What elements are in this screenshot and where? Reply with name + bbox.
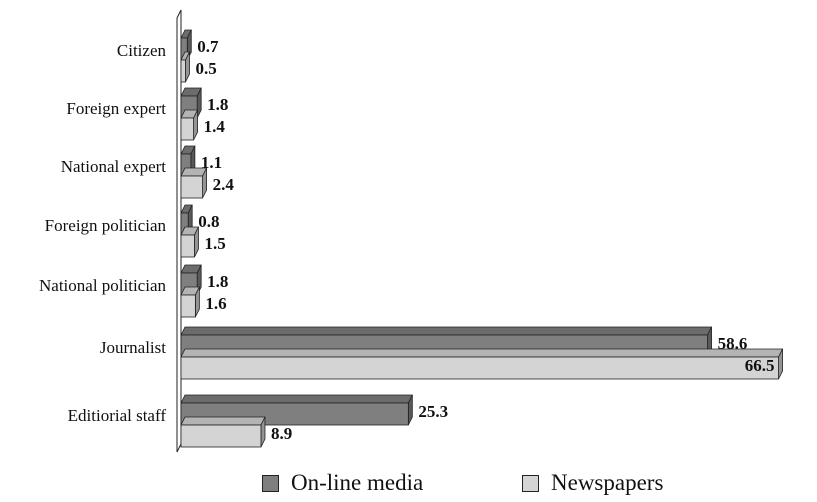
axis-wall [176,9,182,453]
legend-label-online-media: On-line media [291,470,424,495]
value-label-on-line-media-editiorial-staff: 25.3 [418,402,448,421]
legend-item-online-media: On-line media [262,470,423,496]
bar-chart: Citizen 0.7 0.5 Foreign expert 1.8 1.4 Nationa… [39,9,784,453]
bar-front-newspapers-citizen [180,59,186,83]
category-label-national-politician: National politician [39,276,166,295]
value-label-newspapers-foreign-politician: 1.5 [204,234,225,253]
value-label-on-line-media-citizen: 0.7 [197,37,219,56]
bar-top-newspapers-journalist [180,348,784,358]
value-label-on-line-media-national-politician: 1.8 [207,272,228,291]
bar-front-newspapers-editiorial-staff [180,424,262,448]
bar-front-newspapers-foreign-expert [180,117,194,141]
value-label-newspapers-foreign-expert: 1.4 [204,117,226,136]
bar-newspapers-editiorial-staff [180,416,266,448]
bar-front-newspapers-national-politician [180,294,196,318]
bar-front-newspapers-journalist [180,356,779,380]
bar-top-newspapers-editiorial-staff [180,416,266,426]
category-label-foreign-politician: Foreign politician [45,216,167,235]
bar-newspapers-national-politician [180,286,201,318]
bar-newspapers-national-expert [180,167,208,199]
bar-top-on-line-media-editiorial-staff [180,394,413,404]
chart-bars [180,29,784,448]
legend-label-newspapers: Newspapers [551,470,664,495]
bar-front-newspapers-foreign-politician [180,234,195,258]
bar-newspapers-journalist [180,348,784,380]
chart-axis [176,9,182,453]
category-label-journalist: Journalist [100,338,166,357]
legend-swatch-newspapers [522,474,539,492]
value-label-newspapers-editiorial-staff: 8.9 [271,424,292,443]
value-label-on-line-media-foreign-expert: 1.8 [207,95,228,114]
bar-front-newspapers-national-expert [180,175,203,199]
value-label-on-line-media-journalist: 58.6 [718,334,748,353]
legend-swatch-online-media [262,474,279,492]
bar-newspapers-foreign-expert [180,109,199,141]
value-label-newspapers-national-expert: 2.4 [213,175,235,194]
chart-legend: On-line media Newspapers [0,470,817,502]
category-label-national-expert: National expert [61,157,167,176]
value-label-newspapers-citizen: 0.5 [195,59,216,78]
category-label-citizen: Citizen [117,41,167,60]
legend-item-newspapers: Newspapers [522,470,663,496]
chart-labels: Citizen 0.7 0.5 Foreign expert 1.8 1.4 Nationa… [39,37,775,443]
bar-top-on-line-media-journalist [180,326,713,336]
value-label-newspapers-journalist: 66.5 [745,356,775,375]
bar-newspapers-citizen [180,51,191,83]
bar-newspapers-foreign-politician [180,226,200,258]
category-label-editiorial-staff: Editiorial staff [68,406,167,425]
value-label-newspapers-national-politician: 1.6 [205,294,226,313]
value-label-on-line-media-national-expert: 1.1 [201,153,222,172]
value-label-on-line-media-foreign-politician: 0.8 [198,212,219,231]
category-label-foreign-expert: Foreign expert [66,99,166,118]
